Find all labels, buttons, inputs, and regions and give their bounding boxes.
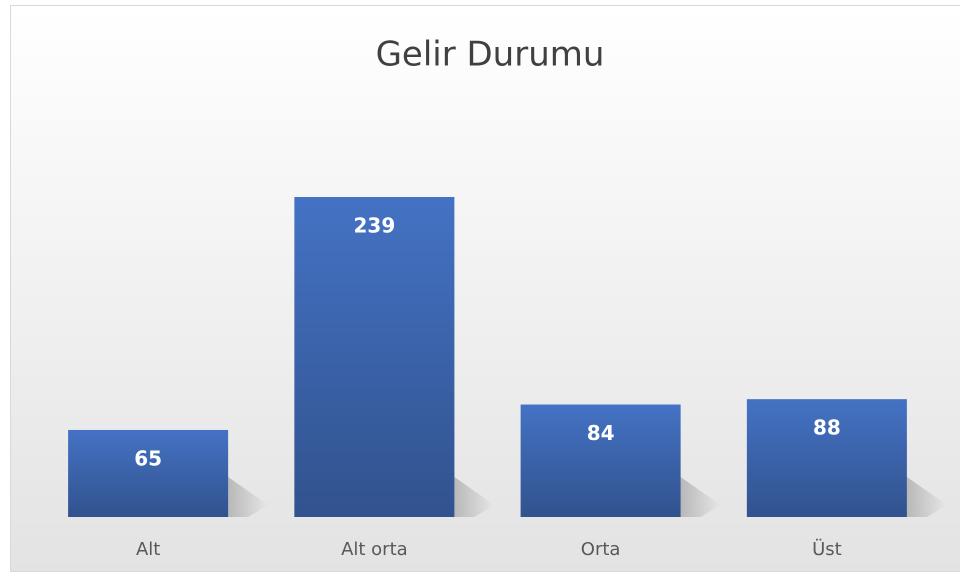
x-tick-label: Alt: [136, 539, 160, 560]
data-label: 65: [134, 446, 162, 470]
x-tick-label: Alt orta: [341, 539, 408, 560]
chart-title: Gelir Durumu: [376, 35, 605, 75]
x-tick-label: Üst: [812, 538, 842, 560]
data-label: 239: [354, 214, 396, 238]
data-label: 84: [587, 421, 615, 445]
bar-shade: [68, 430, 228, 517]
data-label: 88: [813, 416, 841, 440]
bar-shade: [294, 197, 454, 517]
x-tick-label: Orta: [581, 539, 621, 560]
